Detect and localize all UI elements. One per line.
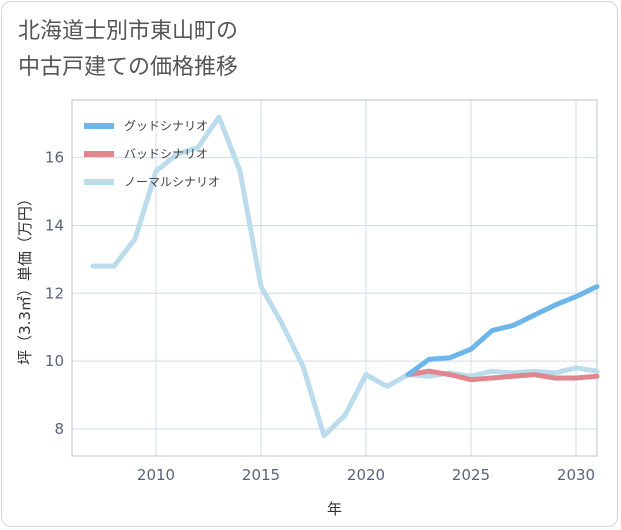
- series-line-1: [405, 284, 600, 378]
- y-tick-label: 8: [54, 420, 64, 438]
- legend-item: ノーマルシナリオ: [84, 175, 220, 189]
- series-line-3: [90, 114, 600, 439]
- grid-lines: [72, 100, 597, 456]
- y-tick-label: 16: [45, 149, 64, 167]
- x-axis-label: 年: [327, 500, 342, 518]
- chart-title: 北海道士別市東山町の 中古戸建ての価格推移: [18, 14, 238, 86]
- x-tick-label: 2020: [347, 466, 385, 484]
- x-tick-label: 2010: [137, 466, 175, 484]
- chart-title-line-1: 北海道士別市東山町の: [18, 19, 239, 44]
- legend-label: ノーマルシナリオ: [124, 175, 220, 189]
- legend-label: バッドシナリオ: [124, 147, 208, 161]
- y-tick-label: 10: [45, 352, 64, 370]
- series-lines: [90, 114, 600, 439]
- series-line-2: [405, 368, 600, 383]
- y-tick-label: 14: [45, 216, 64, 234]
- y-axis-label: 坪（3.3㎡）単価（万円）: [16, 191, 34, 365]
- chart-title-line-2: 中古戸建ての価格推移: [18, 55, 239, 80]
- legend-label: グッドシナリオ: [124, 119, 208, 133]
- x-tick-label: 2015: [242, 466, 280, 484]
- plot-area: [71, 99, 598, 457]
- legend-item: グッドシナリオ: [84, 119, 208, 133]
- x-axis-ticks: 2010 2015 2020 2025 2030: [137, 466, 595, 484]
- x-tick-label: 2025: [452, 466, 490, 484]
- y-axis-ticks: 8 10 12 14 16: [45, 149, 64, 438]
- legend-item: バッドシナリオ: [84, 147, 208, 161]
- x-tick-label: 2030: [557, 466, 595, 484]
- y-tick-label: 12: [45, 284, 64, 302]
